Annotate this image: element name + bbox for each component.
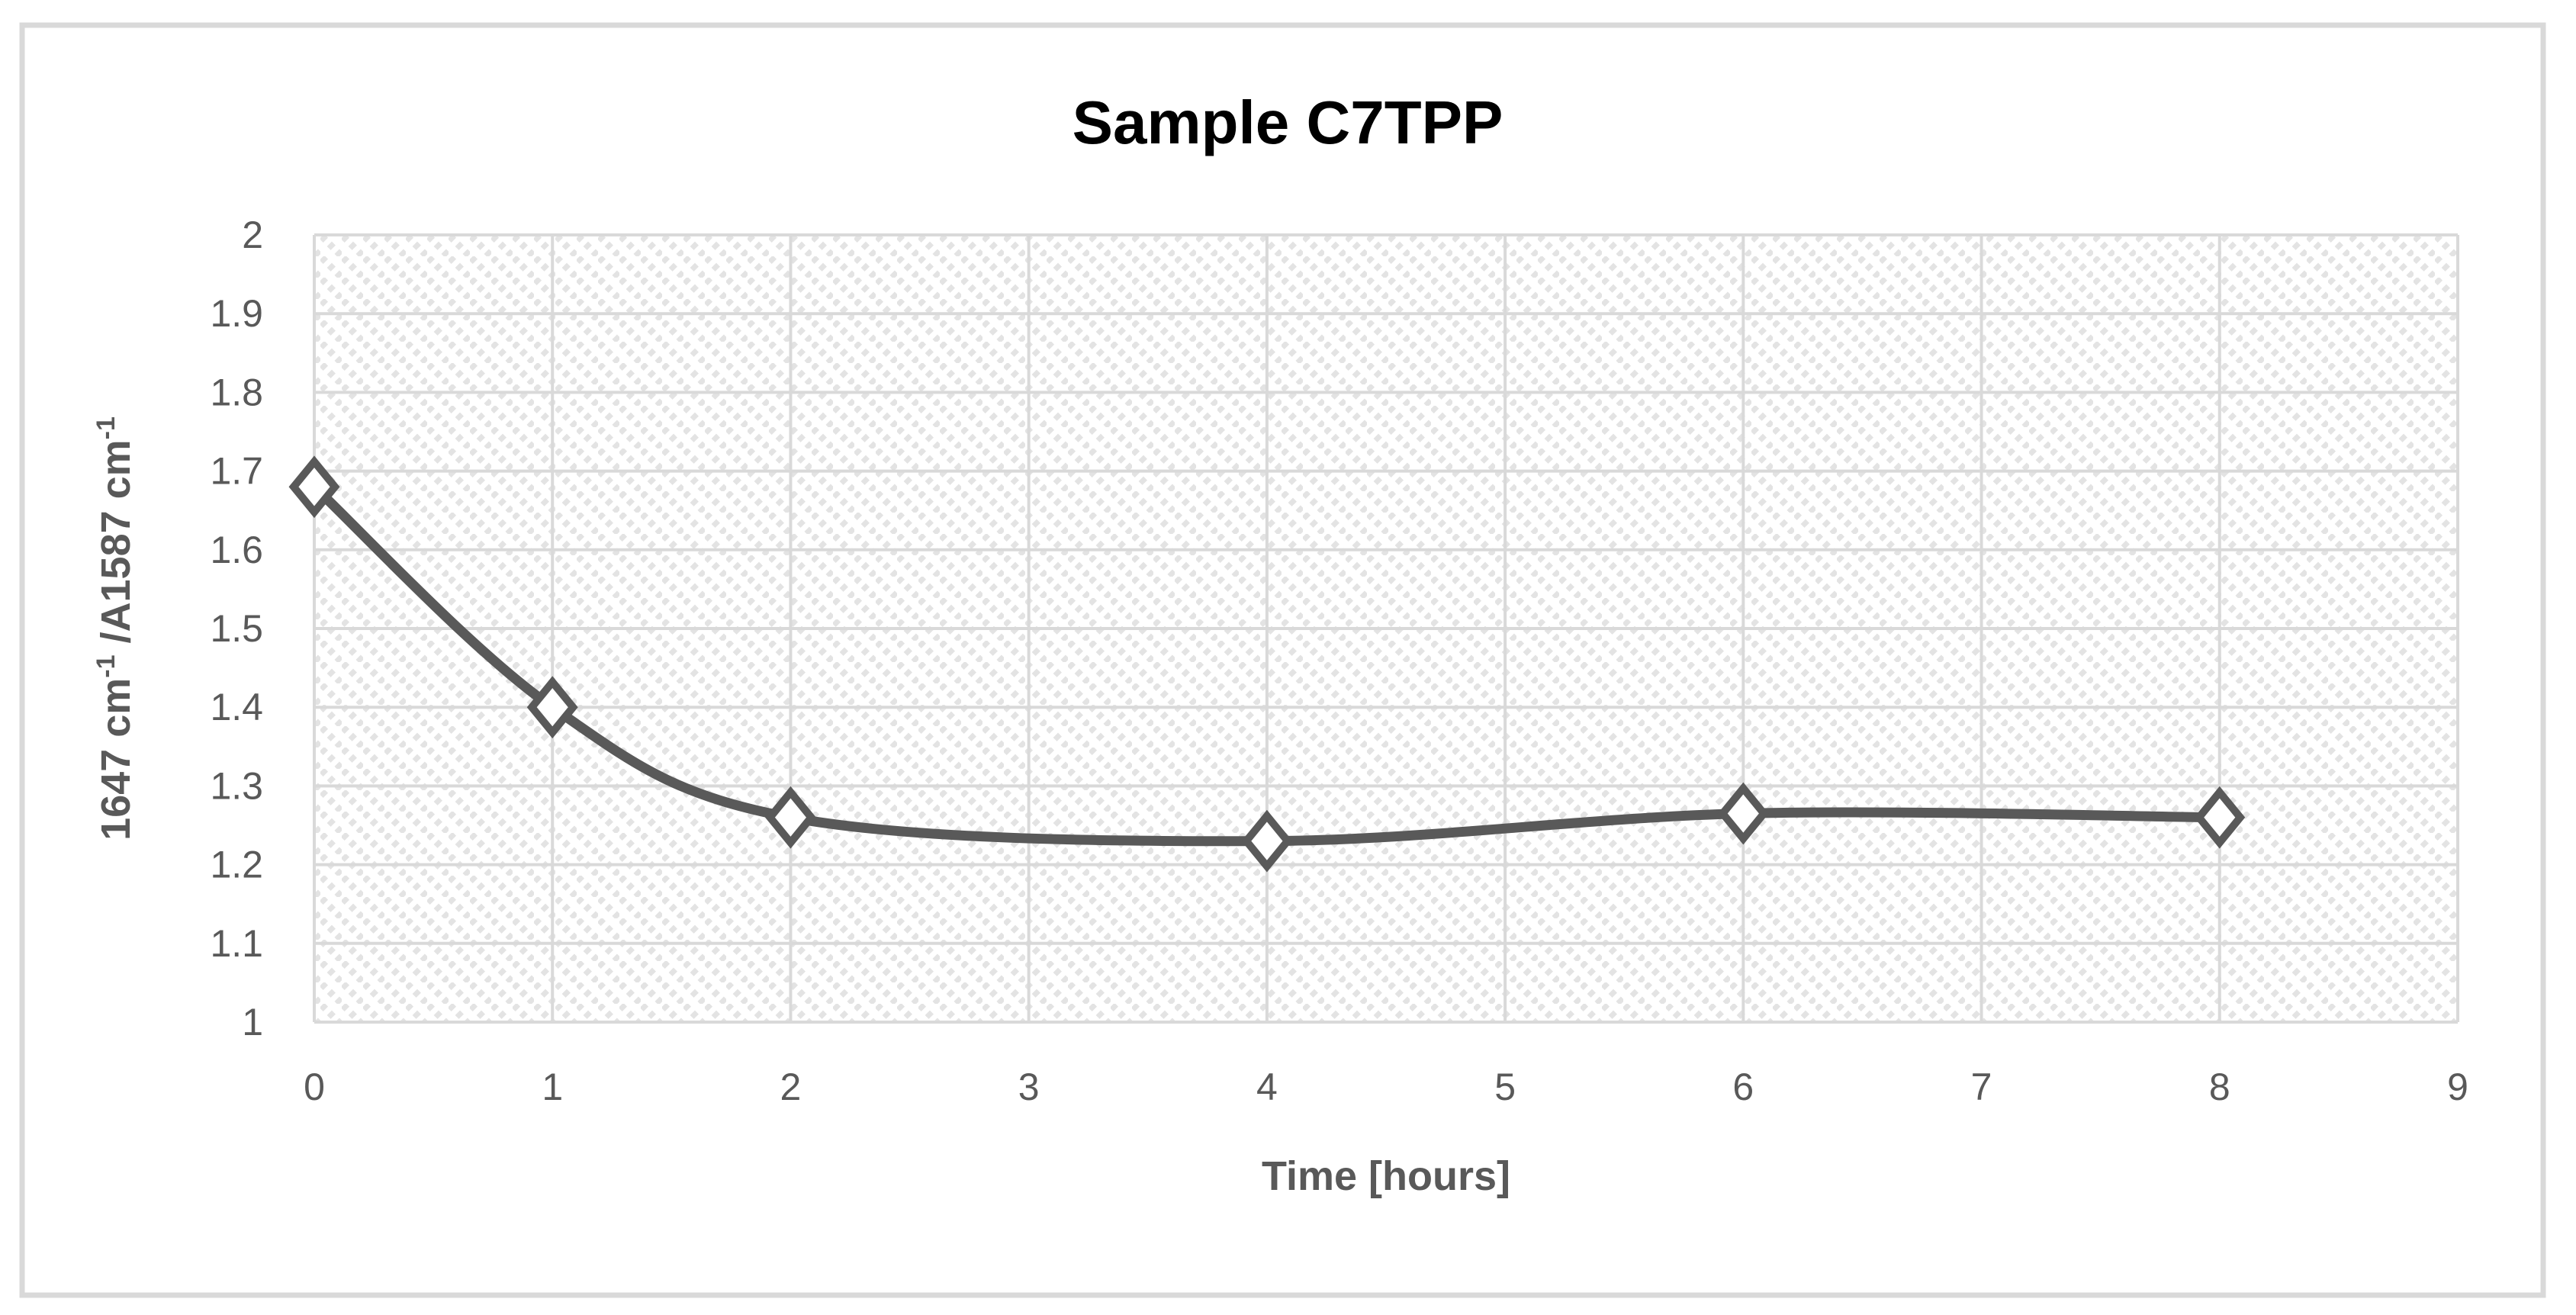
x-tick-label: 5 bbox=[1494, 1066, 1516, 1108]
data-point-marker bbox=[526, 676, 578, 739]
figure-border bbox=[19, 22, 2546, 1298]
y-tick-label: 1.3 bbox=[210, 764, 263, 807]
x-tick-label: 3 bbox=[1018, 1066, 1040, 1108]
y-tick-label: 1.8 bbox=[210, 371, 263, 413]
data-point-marker bbox=[1241, 809, 1293, 873]
x-tick-label: 0 bbox=[304, 1066, 325, 1108]
data-point-marker bbox=[1717, 782, 1769, 845]
y-tick-label: 2 bbox=[242, 214, 263, 256]
x-tick-label: 1 bbox=[542, 1066, 563, 1108]
y-axis-title-text: /A1587 cm bbox=[93, 439, 139, 654]
x-tick-label: 6 bbox=[1732, 1066, 1754, 1108]
y-axis-title-text: 1647 cm bbox=[93, 678, 139, 841]
y-tick-label: 1.7 bbox=[210, 450, 263, 493]
y-tick-label: 1.2 bbox=[210, 844, 263, 886]
x-tick-label: 9 bbox=[2447, 1066, 2468, 1108]
x-tick-label: 4 bbox=[1256, 1066, 1278, 1108]
y-axis-title-superscript: -1 bbox=[92, 416, 121, 439]
gridlines bbox=[313, 233, 2459, 1024]
data-point-marker bbox=[2194, 786, 2246, 849]
y-tick-label: 1.1 bbox=[210, 922, 263, 965]
y-tick-label: 1.5 bbox=[210, 607, 263, 650]
x-tick-label: 2 bbox=[780, 1066, 802, 1108]
x-tick-label: 8 bbox=[2209, 1066, 2230, 1108]
y-tick-label: 1 bbox=[242, 1001, 263, 1043]
data-point-marker bbox=[764, 786, 816, 849]
chart-title: Sample C7TPP bbox=[1073, 88, 1503, 156]
y-tick-label: 1.6 bbox=[210, 529, 263, 571]
y-tick-label: 1.9 bbox=[210, 292, 263, 335]
x-axis-title: Time [hours] bbox=[1262, 1153, 1510, 1199]
y-axis-title-superscript: -1 bbox=[92, 655, 121, 678]
y-axis-title: 1647 cm-1 /A1587 cm-1 bbox=[92, 416, 139, 841]
y-tick-label: 1.4 bbox=[210, 686, 263, 728]
x-tick-label: 7 bbox=[1971, 1066, 1992, 1108]
data-point-marker bbox=[288, 455, 340, 519]
